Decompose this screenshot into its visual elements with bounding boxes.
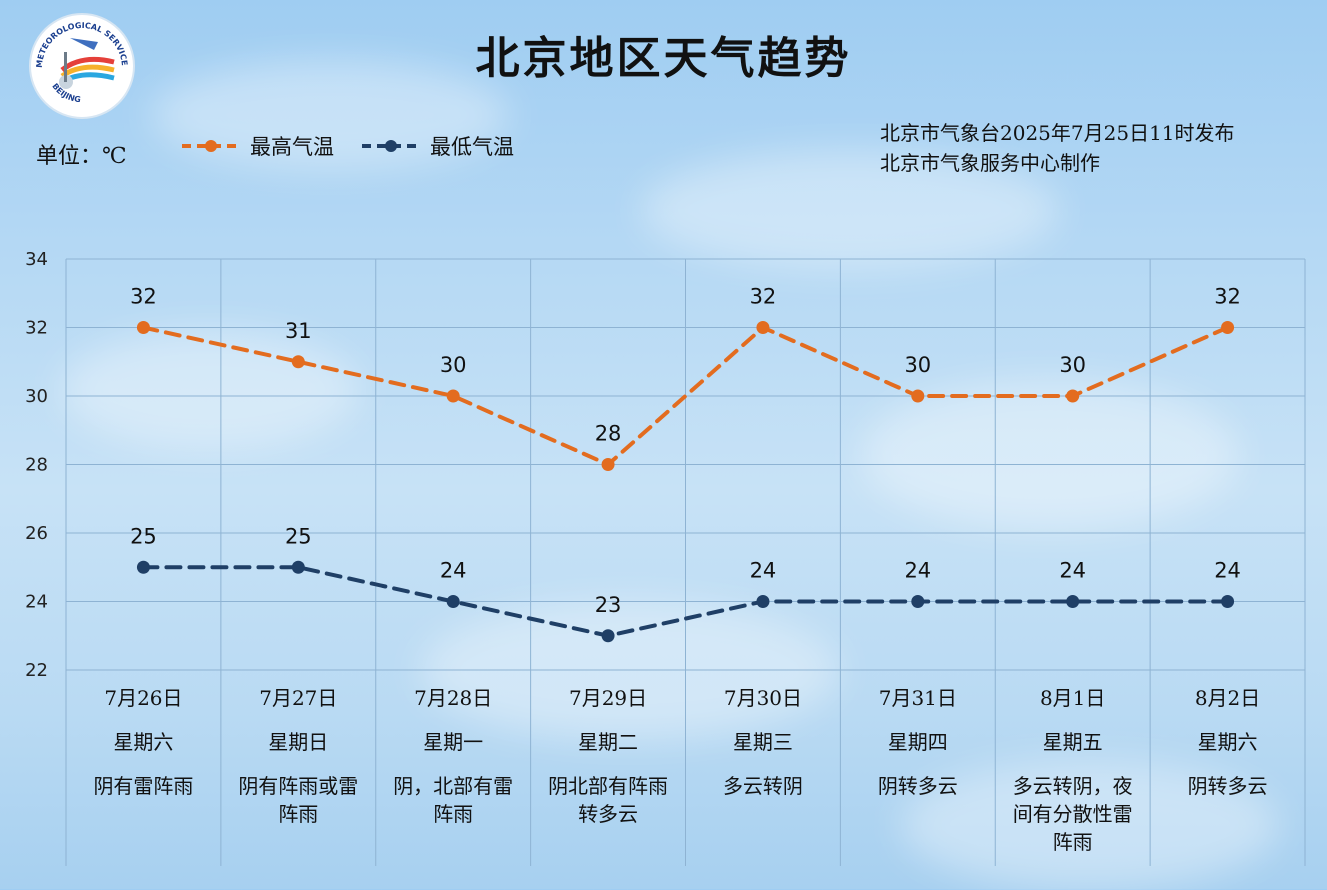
legend-item-high: 最高气温	[180, 132, 334, 160]
data-point-high	[446, 389, 460, 403]
data-point-high	[911, 389, 925, 403]
background-cloud	[60, 330, 360, 450]
category-label: 8月2日星期六阴转多云	[1150, 684, 1305, 800]
y-tick-label: 26	[25, 523, 48, 544]
data-point-low	[756, 595, 770, 608]
weather-condition-label: 阴转多云	[877, 774, 958, 798]
data-label-high: 30	[1059, 353, 1086, 377]
category-label: 7月26日星期六阴有雷阵雨	[66, 684, 221, 800]
data-label-low: 25	[130, 524, 157, 548]
data-label-low: 25	[285, 524, 312, 548]
series-line-high	[141, 325, 1230, 467]
category-label: 7月31日星期四阴转多云	[840, 684, 995, 800]
data-point-low	[911, 595, 925, 608]
data-label-low: 24	[1214, 559, 1241, 583]
data-point-high	[601, 458, 615, 471]
weather-condition-label: 阴有阵雨或雷 阵雨	[238, 774, 359, 826]
background-cloud	[860, 380, 1240, 530]
weather-condition-label: 阴，北部有雷 阵雨	[393, 774, 514, 826]
data-point-high	[1221, 321, 1235, 334]
category-label: 8月1日星期五多云转阴，夜 间有分散性雷 阵雨	[995, 684, 1150, 856]
date-label: 7月29日	[568, 686, 648, 710]
weather-condition-label: 阴有雷阵雨	[93, 774, 194, 798]
date-label: 7月30日	[723, 686, 803, 710]
date-label: 7月27日	[259, 686, 338, 710]
data-point-low	[601, 629, 615, 643]
y-tick-label: 28	[25, 455, 48, 476]
date-label: 8月1日	[1039, 686, 1106, 710]
data-label-low: 24	[440, 559, 467, 583]
background-cloud	[900, 760, 1280, 890]
data-point-low	[1221, 595, 1235, 608]
y-tick-label: 22	[25, 660, 48, 681]
background-cloud	[640, 150, 1060, 270]
data-label-high: 30	[440, 353, 467, 377]
legend-high-swatch	[182, 140, 240, 152]
weather-condition-label: 多云转阴	[722, 774, 803, 798]
weekday-label: 星期一	[423, 730, 484, 754]
weekday-label: 星期二	[578, 730, 639, 754]
data-point-low	[136, 560, 150, 574]
data-label-high: 30	[904, 353, 931, 377]
date-label: 7月31日	[878, 686, 957, 710]
weekday-label: 星期六	[113, 730, 174, 754]
y-tick-label: 24	[25, 592, 48, 613]
data-point-low	[291, 560, 305, 574]
data-label-low: 23	[595, 593, 622, 617]
weather-condition-label: 阴转多云	[1187, 774, 1268, 798]
y-tick-label: 34	[25, 249, 48, 270]
category-label: 7月27日星期日阴有阵雨或雷 阵雨	[221, 684, 376, 828]
meteorological-service-logo: METEOROLOGICAL SERVICE BEIJING	[29, 13, 135, 119]
data-point-low	[1066, 595, 1080, 608]
data-label-low: 24	[904, 559, 931, 583]
y-tick-label: 30	[25, 386, 48, 407]
category-label: 7月28日星期一阴，北部有雷 阵雨	[376, 684, 531, 828]
data-point-high	[756, 321, 770, 334]
data-point-high	[136, 321, 150, 334]
data-point-low	[446, 595, 460, 608]
unit-label: 单位：℃	[36, 144, 127, 169]
weekday-label: 星期六	[1197, 730, 1258, 754]
weather-condition-label: 阴北部有阵雨 转多云	[548, 774, 669, 826]
data-label-low: 24	[750, 559, 777, 583]
date-label: 8月2日	[1194, 686, 1261, 710]
weekday-label: 星期三	[732, 730, 793, 754]
data-label-low: 24	[1059, 559, 1086, 583]
data-label-high: 31	[285, 319, 312, 343]
data-label-high: 28	[595, 422, 622, 446]
issuer-line-1: 北京市气象台2025年7月25日11时发布	[880, 121, 1235, 145]
category-label: 7月30日星期三多云转阴	[686, 684, 841, 800]
weekday-label: 星期四	[887, 730, 948, 754]
weekday-label: 星期日	[268, 730, 329, 754]
legend-item-low: 最低气温	[360, 132, 514, 160]
issuer-line-2: 北京市气象服务中心制作	[880, 151, 1100, 175]
data-point-high	[291, 355, 305, 369]
page-title: 北京地区天气趋势	[475, 33, 852, 84]
legend-low-label: 最低气温	[430, 135, 514, 159]
legend-high-label: 最高气温	[250, 135, 334, 159]
legend-low-swatch	[362, 140, 420, 152]
data-label-high: 32	[1214, 285, 1241, 309]
issuer-info: 北京市气象台2025年7月25日11时发布 北京市气象服务中心制作	[880, 118, 1235, 178]
weekday-label: 星期五	[1042, 730, 1103, 754]
data-label-high: 32	[130, 285, 157, 309]
series-line-low	[141, 565, 1230, 638]
weather-condition-label: 多云转阴，夜 间有分散性雷 阵雨	[1012, 774, 1133, 854]
data-point-high	[1066, 389, 1080, 403]
category-label: 7月29日星期二阴北部有阵雨 转多云	[531, 684, 686, 828]
data-label-high: 32	[750, 285, 777, 309]
y-tick-label: 32	[25, 318, 48, 339]
date-label: 7月26日	[104, 686, 183, 710]
date-label: 7月28日	[414, 686, 493, 710]
